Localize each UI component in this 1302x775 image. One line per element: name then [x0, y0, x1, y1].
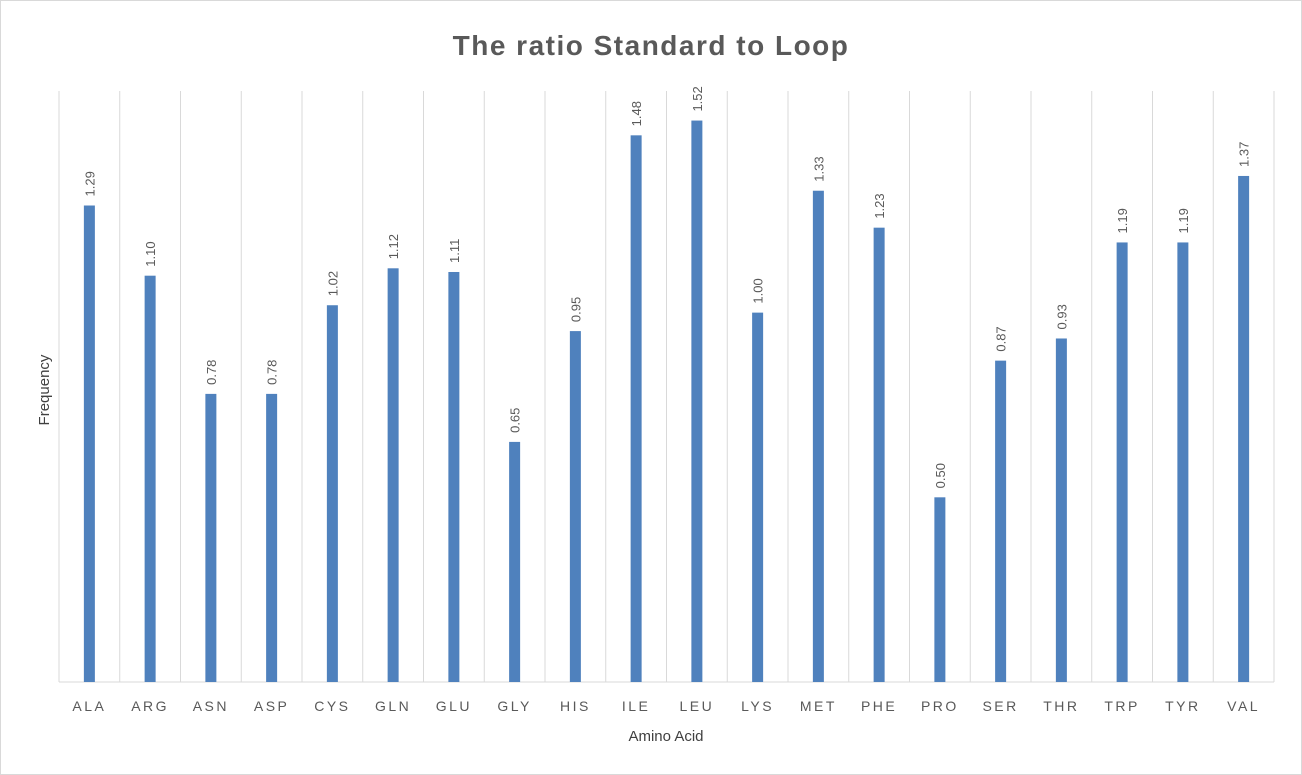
bar-lys — [752, 312, 764, 682]
data-label-lys: 1.00 — [751, 278, 766, 303]
grid-lines — [58, 91, 1275, 682]
x-tick-his: HIS — [560, 698, 591, 714]
x-tick-leu: LEU — [680, 698, 715, 714]
bar-cys — [326, 305, 338, 682]
x-tick-trp: TRP — [1104, 698, 1140, 714]
x-tick-gln: GLN — [375, 698, 411, 714]
data-label-glu: 1.11 — [447, 239, 462, 263]
data-label-gln: 1.12 — [386, 234, 401, 259]
x-axis-title: Amino Acid — [628, 728, 703, 745]
bar-glu — [448, 271, 460, 682]
bar-his — [569, 331, 581, 682]
data-label-ser: 0.87 — [994, 326, 1009, 351]
bar-phe — [873, 227, 885, 682]
bar-tyr — [1177, 242, 1189, 682]
y-axis-title: Frequency — [36, 354, 53, 425]
chart-title: The ratio Standard to Loop — [453, 30, 850, 61]
data-label-thr: 0.93 — [1054, 304, 1069, 329]
x-tick-ser: SER — [982, 698, 1018, 714]
data-label-asn: 0.78 — [204, 360, 219, 385]
x-tick-ile: ILE — [622, 698, 651, 714]
x-tick-ala: ALA — [72, 698, 106, 714]
data-label-ala: 1.29 — [82, 171, 97, 196]
x-tick-tyr: TYR — [1165, 698, 1201, 714]
data-label-met: 1.33 — [811, 156, 826, 181]
x-tick-lys: LYS — [741, 698, 774, 714]
x-tick-arg: ARG — [131, 698, 169, 714]
data-label-asp: 0.78 — [265, 360, 280, 385]
bar-asn — [205, 393, 217, 682]
data-label-gly: 0.65 — [508, 408, 523, 433]
data-label-leu: 1.52 — [690, 86, 705, 111]
bar-gln — [387, 268, 399, 682]
bar-gly — [509, 441, 521, 682]
bar-ala — [83, 205, 95, 682]
x-tick-thr: THR — [1043, 698, 1079, 714]
data-label-tyr: 1.19 — [1176, 208, 1191, 233]
x-tick-asp: ASP — [254, 698, 290, 714]
bar-val — [1238, 175, 1250, 683]
x-tick-met: MET — [800, 698, 837, 714]
bar-ile — [630, 135, 642, 682]
bar-met — [812, 190, 824, 682]
data-label-phe: 1.23 — [872, 193, 887, 218]
bar-thr — [1055, 338, 1067, 682]
bar-arg — [144, 275, 156, 682]
data-label-cys: 1.02 — [325, 271, 340, 296]
bar-trp — [1116, 242, 1128, 682]
bar-leu — [691, 120, 703, 683]
data-label-his: 0.95 — [568, 297, 583, 322]
bar-pro — [934, 497, 946, 682]
bar-ser — [995, 360, 1007, 682]
data-label-val: 1.37 — [1237, 142, 1252, 167]
data-label-pro: 0.50 — [933, 463, 948, 488]
x-tick-glu: GLU — [436, 698, 472, 714]
x-tick-phe: PHE — [861, 698, 897, 714]
bars — [83, 120, 1250, 683]
data-labels: 1.29 1.10 0.78 0.78 1.02 1.12 1.11 0.65 0.95 1.48… — [82, 86, 1251, 488]
x-tick-cys: CYS — [314, 698, 350, 714]
bar-asp — [266, 393, 278, 682]
data-label-trp: 1.19 — [1115, 208, 1130, 233]
data-label-arg: 1.10 — [143, 241, 158, 266]
data-label-ile: 1.48 — [629, 101, 644, 126]
x-tick-labels: ALA ARG ASN ASP CYS GLN GLU GLY HIS ILE LEU LYS MET P… — [72, 698, 1260, 714]
x-tick-val: VAL — [1227, 698, 1260, 714]
x-tick-gly: GLY — [497, 698, 531, 714]
x-tick-pro: PRO — [921, 698, 959, 714]
x-tick-asn: ASN — [193, 698, 229, 714]
